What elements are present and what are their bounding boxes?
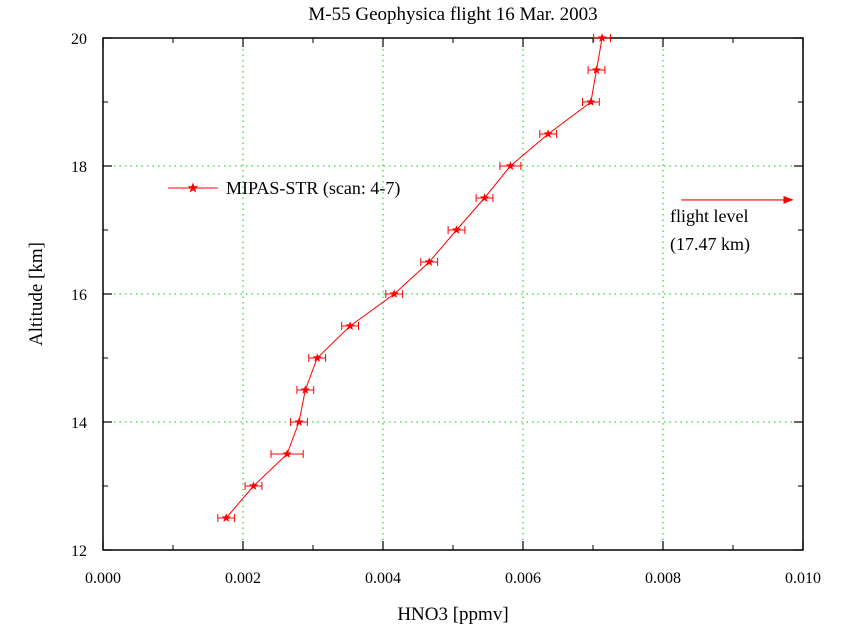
y-tick-label: 18: [71, 159, 87, 176]
x-tick-label: 0.010: [785, 570, 821, 587]
data-point-star: [505, 161, 515, 170]
data-point-star: [312, 353, 322, 362]
axis-ticks: 0.000 0.002 0.004 0.006 0.008 0.010 12 14 16 18 20: [71, 31, 821, 587]
legend-label: MIPAS-STR (scan: 4-7): [226, 178, 400, 199]
data-point-star: [389, 289, 399, 298]
annotation-line-1: flight level: [670, 206, 748, 226]
x-tick-label: 0.008: [645, 570, 681, 587]
data-point-star: [345, 321, 355, 330]
x-tick-label: 0.004: [365, 570, 401, 587]
data-point-star: [300, 385, 310, 394]
x-tick-label: 0.002: [225, 570, 261, 587]
annotation-line-2: (17.47 km): [670, 234, 750, 255]
gridlines: [103, 38, 803, 550]
data-point-star: [248, 481, 259, 490]
flight-level-annotation: flight level (17.47 km): [670, 195, 794, 255]
x-tick-label: 0.000: [85, 570, 121, 587]
data-point-star: [282, 449, 292, 458]
y-tick-label: 14: [71, 415, 87, 432]
chart-title: M-55 Geophysica flight 16 Mar. 2003: [308, 4, 598, 25]
y-tick-label: 12: [71, 543, 87, 560]
data-series: [217, 33, 611, 522]
legend: MIPAS-STR (scan: 4-7): [168, 178, 400, 199]
series-line: [225, 37, 603, 519]
y-tick-label: 20: [71, 31, 87, 48]
data-point-star: [479, 193, 490, 202]
y-axis-label: Altitude [km]: [26, 242, 47, 346]
data-point-star: [451, 225, 462, 234]
data-point-star: [221, 513, 231, 522]
data-point-star: [543, 129, 553, 138]
x-tick-label: 0.006: [505, 570, 541, 587]
data-point-star: [591, 65, 602, 74]
legend-star-marker: [187, 182, 199, 193]
data-point-star: [424, 257, 434, 266]
data-point-star: [294, 417, 304, 426]
y-tick-label: 16: [71, 287, 87, 304]
data-point-star: [597, 33, 607, 42]
data-point-star: [586, 97, 596, 106]
x-axis-label: HNO3 [ppmv]: [397, 604, 509, 625]
